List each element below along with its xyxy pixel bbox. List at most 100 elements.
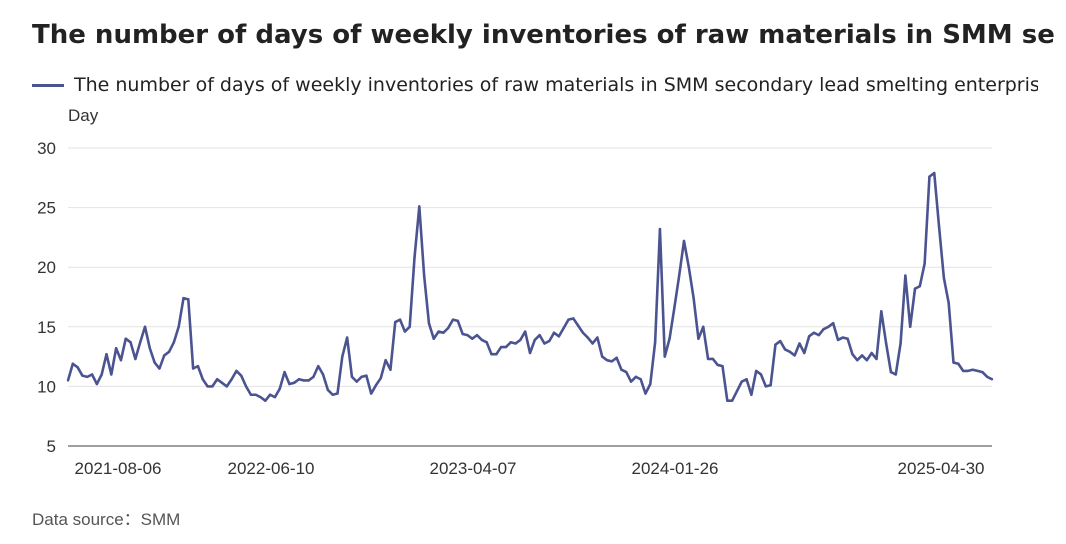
data-point[interactable] — [504, 345, 508, 349]
data-point[interactable] — [576, 324, 580, 327]
data-point[interactable] — [764, 385, 768, 388]
data-point[interactable] — [158, 367, 161, 370]
data-point[interactable] — [528, 351, 532, 355]
data-point[interactable] — [807, 335, 811, 338]
data-point[interactable] — [427, 322, 431, 325]
data-point[interactable] — [235, 369, 238, 373]
data-point[interactable] — [451, 318, 455, 321]
data-point[interactable] — [442, 331, 445, 334]
data-point[interactable] — [124, 337, 127, 340]
data-point[interactable] — [966, 369, 970, 373]
data-point[interactable] — [692, 296, 695, 300]
data-point[interactable] — [268, 393, 272, 396]
data-point[interactable] — [422, 274, 426, 277]
data-point[interactable] — [480, 338, 484, 342]
data-point[interactable] — [196, 364, 200, 368]
data-point[interactable] — [682, 239, 686, 243]
data-point[interactable] — [437, 330, 440, 333]
data-point[interactable] — [519, 338, 522, 342]
data-point[interactable] — [81, 374, 84, 377]
data-point[interactable] — [817, 333, 820, 337]
data-point[interactable] — [143, 325, 147, 328]
data-point[interactable] — [649, 382, 652, 386]
data-point[interactable] — [572, 317, 575, 320]
data-point[interactable] — [355, 380, 358, 383]
data-point[interactable] — [548, 339, 551, 343]
data-point[interactable] — [726, 399, 729, 402]
data-point[interactable] — [831, 322, 835, 325]
data-point[interactable] — [456, 319, 460, 323]
data-point[interactable] — [706, 357, 710, 361]
data-point[interactable] — [379, 376, 383, 380]
data-point[interactable] — [860, 354, 864, 357]
data-point[interactable] — [586, 336, 589, 339]
data-point[interactable] — [66, 379, 70, 382]
data-point[interactable] — [153, 361, 156, 364]
data-point[interactable] — [856, 358, 859, 362]
data-point[interactable] — [321, 373, 325, 376]
data-point[interactable] — [230, 378, 233, 381]
data-point[interactable] — [350, 375, 354, 379]
data-point[interactable] — [182, 296, 185, 300]
data-point[interactable] — [403, 330, 407, 333]
data-point[interactable] — [870, 351, 873, 355]
data-point[interactable] — [326, 388, 330, 392]
data-point[interactable] — [114, 347, 118, 350]
data-point[interactable] — [899, 342, 902, 345]
data-point[interactable] — [345, 336, 349, 339]
data-point[interactable] — [167, 350, 171, 354]
data-point[interactable] — [485, 341, 488, 344]
data-point[interactable] — [615, 356, 618, 359]
data-point[interactable] — [634, 375, 638, 379]
data-point[interactable] — [567, 318, 570, 321]
data-point[interactable] — [908, 325, 912, 328]
data-point[interactable] — [740, 380, 743, 383]
data-point[interactable] — [697, 337, 700, 340]
data-point[interactable] — [663, 355, 666, 358]
data-point[interactable] — [514, 342, 517, 345]
data-point[interactable] — [100, 373, 103, 376]
data-point[interactable] — [981, 370, 984, 374]
data-point[interactable] — [461, 332, 464, 336]
data-point[interactable] — [215, 378, 219, 381]
data-point[interactable] — [730, 399, 734, 402]
data-point[interactable] — [90, 373, 94, 376]
data-point[interactable] — [394, 320, 397, 324]
data-point[interactable] — [254, 393, 257, 396]
data-point[interactable] — [788, 350, 792, 354]
data-point[interactable] — [490, 353, 493, 356]
data-point[interactable] — [952, 361, 955, 364]
data-point[interactable] — [581, 331, 585, 334]
data-point[interactable] — [292, 381, 296, 385]
data-point[interactable] — [841, 336, 845, 339]
data-point[interactable] — [884, 342, 888, 345]
data-point[interactable] — [937, 225, 941, 228]
data-point[interactable] — [735, 389, 739, 393]
data-point[interactable] — [644, 392, 647, 395]
data-point[interactable] — [990, 378, 994, 381]
data-point[interactable] — [331, 393, 334, 396]
data-point[interactable] — [302, 379, 306, 382]
data-point[interactable] — [374, 384, 378, 387]
data-point[interactable] — [341, 355, 344, 358]
data-point[interactable] — [177, 325, 180, 328]
data-point[interactable] — [95, 382, 99, 386]
data-point[interactable] — [639, 378, 642, 381]
data-point[interactable] — [759, 373, 763, 376]
data-point[interactable] — [673, 306, 676, 309]
data-point[interactable] — [307, 379, 310, 382]
data-point[interactable] — [889, 370, 893, 374]
data-point[interactable] — [625, 370, 628, 374]
data-point[interactable] — [244, 385, 248, 388]
data-point[interactable] — [211, 385, 214, 388]
data-point[interactable] — [880, 310, 883, 313]
data-point[interactable] — [499, 345, 503, 349]
data-point[interactable] — [76, 366, 79, 369]
data-point[interactable] — [812, 331, 816, 334]
data-point[interactable] — [446, 326, 450, 330]
data-point[interactable] — [894, 373, 897, 376]
data-point[interactable] — [605, 358, 609, 362]
data-point[interactable] — [653, 341, 657, 344]
data-point[interactable] — [596, 336, 599, 339]
data-point[interactable] — [543, 342, 546, 345]
